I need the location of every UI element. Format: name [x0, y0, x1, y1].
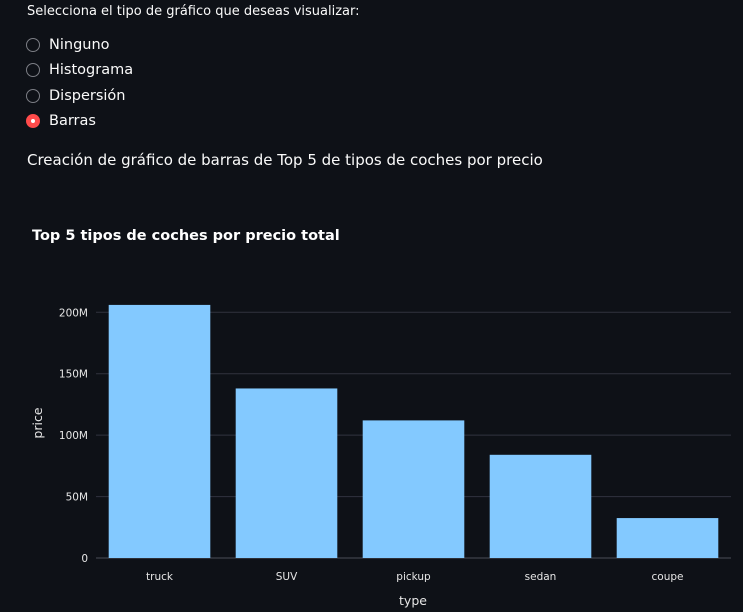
bar-truck[interactable] — [108, 304, 211, 558]
bar-sedan[interactable] — [489, 454, 592, 558]
y-tick-labels: 0 50M 100M 150M 200M — [59, 307, 88, 565]
chart-description: Creación de gráfico de barras de Top 5 d… — [27, 151, 543, 169]
radio-option-label: Histograma — [49, 62, 134, 79]
radio-option-histograma[interactable]: Histograma — [26, 58, 133, 84]
radio-option-ninguno[interactable]: Ninguno — [26, 32, 133, 58]
radio-option-label: Ninguno — [49, 36, 110, 53]
chart-type-prompt: Selecciona el tipo de gráfico que deseas… — [27, 4, 360, 19]
radio-button-icon[interactable] — [26, 63, 40, 78]
y-tick-label: 0 — [81, 553, 88, 565]
radio-option-dispersion[interactable]: Dispersión — [26, 83, 133, 109]
y-tick-label: 100M — [59, 430, 88, 442]
radio-option-label: Barras — [49, 113, 96, 130]
y-tick-label: 150M — [59, 369, 88, 381]
bar-pickup[interactable] — [362, 420, 465, 558]
chart-type-radio-group: Ninguno Histograma Dispersión Barras — [26, 32, 133, 134]
y-tick-label: 50M — [66, 492, 88, 504]
radio-button-icon[interactable] — [26, 88, 40, 103]
y-tick-label: 200M — [59, 307, 88, 319]
x-tick-label: SUV — [276, 571, 298, 583]
radio-option-label: Dispersión — [49, 87, 126, 104]
radio-button-icon[interactable] — [26, 37, 40, 52]
chart-title: Top 5 tipos de coches por precio total — [32, 228, 340, 244]
x-tick-label: sedan — [525, 571, 557, 583]
y-axis-title: price — [30, 407, 45, 438]
bars — [108, 304, 719, 558]
x-tick-label: truck — [146, 571, 174, 583]
bar-suv[interactable] — [235, 388, 338, 558]
x-axis-title: type — [399, 593, 427, 608]
bar-coupe[interactable] — [616, 518, 719, 558]
radio-option-barras[interactable]: Barras — [26, 109, 133, 135]
x-tick-label: pickup — [396, 571, 431, 583]
x-tick-label: coupe — [652, 571, 684, 583]
radio-button-selected-icon[interactable] — [26, 114, 40, 129]
x-tick-labels: truck SUV pickup sedan coupe — [146, 571, 683, 583]
